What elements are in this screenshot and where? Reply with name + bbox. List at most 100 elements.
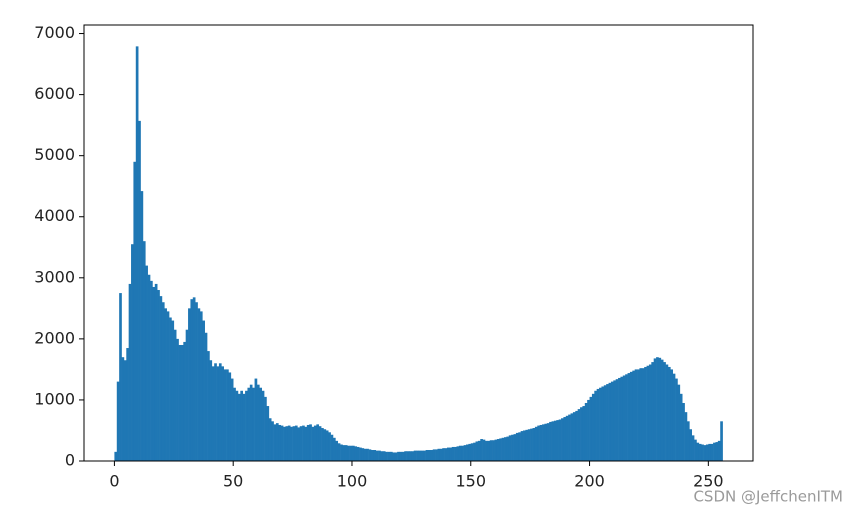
bar — [456, 446, 460, 461]
bar — [496, 439, 500, 461]
bar — [625, 374, 628, 461]
bar — [363, 448, 367, 461]
bar — [188, 308, 191, 461]
bar — [297, 427, 301, 461]
bar — [720, 421, 723, 461]
bar — [223, 369, 227, 461]
bar — [133, 161, 137, 462]
bar — [192, 297, 196, 461]
x-tick-label: 200 — [574, 472, 605, 491]
bar — [375, 450, 379, 461]
bar — [691, 435, 695, 461]
bar — [644, 366, 647, 461]
bar — [199, 311, 203, 461]
bar — [328, 432, 331, 461]
bar — [667, 366, 671, 461]
bar — [575, 410, 578, 461]
bar — [420, 450, 424, 461]
bar — [183, 341, 186, 461]
x-tick-label: 50 — [223, 472, 243, 491]
bar — [613, 380, 616, 461]
bar — [178, 344, 182, 461]
bar — [587, 399, 590, 461]
bar — [347, 445, 350, 461]
x-tick-label: 250 — [693, 472, 724, 491]
bar — [404, 451, 407, 461]
bar — [546, 423, 550, 461]
bar — [470, 443, 474, 461]
bar — [235, 390, 239, 461]
bar — [275, 423, 279, 461]
bar — [451, 446, 455, 461]
bar — [670, 369, 674, 461]
bar — [705, 444, 709, 461]
bar — [382, 451, 386, 461]
bar — [532, 428, 536, 461]
bar — [290, 426, 293, 461]
bar — [152, 286, 156, 461]
bar — [698, 443, 702, 461]
bar — [159, 296, 163, 461]
bar — [330, 434, 334, 461]
bar — [686, 421, 690, 461]
bar — [565, 415, 569, 461]
bar — [620, 376, 624, 461]
bar — [648, 364, 652, 461]
bar — [473, 442, 476, 461]
bar — [145, 265, 148, 461]
bar — [340, 444, 343, 461]
bar — [475, 441, 479, 461]
bar — [435, 449, 438, 461]
bar — [356, 446, 360, 461]
bar — [399, 451, 403, 461]
y-tick-label: 5000 — [34, 145, 75, 164]
bar — [641, 368, 645, 461]
bar — [138, 120, 141, 461]
bar — [245, 390, 248, 461]
bar — [694, 439, 697, 461]
bar — [627, 373, 631, 461]
bar — [656, 357, 659, 461]
bar — [233, 387, 236, 461]
bar — [389, 451, 393, 461]
bar — [294, 425, 298, 461]
bar — [366, 448, 369, 461]
bar — [378, 450, 381, 461]
bar — [717, 440, 721, 461]
plot-frame — [83, 24, 754, 462]
bar — [313, 425, 317, 461]
bar — [261, 390, 265, 461]
bar — [499, 438, 502, 461]
bar — [660, 359, 664, 461]
bar — [337, 443, 341, 461]
bar — [675, 378, 678, 461]
bar — [299, 426, 303, 461]
bar — [549, 421, 552, 461]
bar — [466, 444, 469, 461]
bar — [119, 293, 122, 461]
bar — [292, 426, 296, 461]
bar — [268, 418, 272, 461]
bar — [211, 366, 215, 461]
bar — [577, 409, 581, 461]
bar — [710, 443, 714, 461]
bar — [226, 369, 229, 461]
bar — [672, 373, 676, 461]
bar — [487, 440, 491, 461]
bar — [439, 448, 443, 461]
bar — [603, 385, 607, 461]
bar — [632, 370, 635, 461]
bar — [135, 46, 139, 461]
bar — [534, 426, 538, 461]
bar — [237, 393, 241, 461]
bar — [142, 241, 146, 461]
bar — [634, 369, 638, 461]
bar — [273, 424, 277, 461]
bar — [342, 445, 346, 461]
bar — [123, 360, 127, 461]
bar — [306, 424, 310, 461]
bar — [180, 344, 184, 461]
bar — [646, 365, 650, 461]
bar — [380, 451, 384, 461]
bar — [354, 446, 358, 461]
